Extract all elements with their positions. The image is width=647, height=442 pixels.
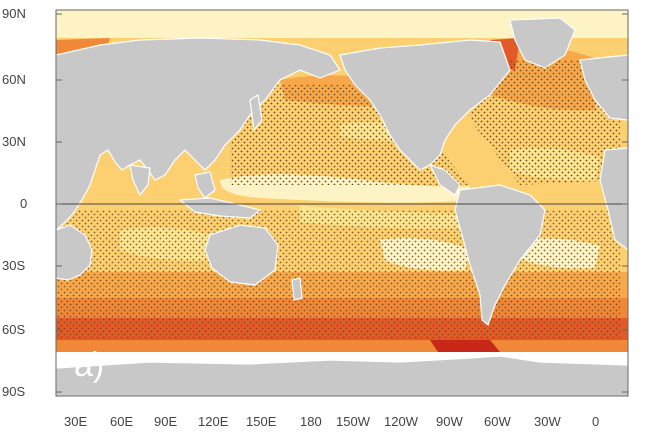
lon-label-150e: 150E — [246, 414, 277, 429]
lon-label-90e: 90E — [154, 414, 178, 429]
indochina-land — [194, 171, 216, 199]
landmasses — [56, 17, 628, 396]
lat-label-60s: 60S — [2, 322, 26, 337]
south-africa-land — [56, 224, 93, 281]
lon-label-180: 180 — [300, 414, 322, 429]
lon-label-150w: 150W — [336, 414, 370, 429]
lon-label-0: 0 — [592, 414, 600, 429]
west-africa-land — [599, 147, 628, 251]
australia-land — [204, 224, 279, 286]
japan-land — [249, 94, 263, 132]
lon-label-60w: 60W — [484, 414, 511, 429]
indonesia-land — [178, 197, 262, 219]
lon-label-30e: 30E — [64, 414, 88, 429]
lat-label-60n: 60N — [2, 72, 26, 87]
greenland-land — [509, 17, 576, 69]
lat-label-90n: 90N — [2, 6, 26, 21]
lat-label-30n: 30N — [2, 134, 26, 149]
lat-label-30s: 30S — [2, 258, 26, 273]
tick-marks — [56, 13, 628, 393]
stipple-north-atlantic — [470, 60, 620, 185]
india-land — [129, 164, 151, 197]
south-america-land — [454, 184, 546, 327]
new-zealand-land — [291, 277, 303, 301]
central-america-land — [428, 163, 461, 196]
lon-label-120e: 120E — [198, 414, 229, 429]
lon-label-90w: 90W — [436, 414, 463, 429]
antarctica-land — [56, 355, 628, 396]
europe-land — [579, 54, 628, 121]
eurasia-africa-land — [56, 37, 341, 231]
map-frame — [55, 9, 629, 397]
north-america-land — [339, 39, 511, 171]
lat-label-0: 0 — [20, 196, 28, 211]
lon-label-120w: 120W — [384, 414, 418, 429]
lon-label-30w: 30W — [534, 414, 561, 429]
lat-label-90s: 90S — [2, 384, 26, 399]
arctic-pale — [56, 10, 628, 38]
panel-label: a) — [74, 346, 105, 384]
lon-label-60e: 60E — [110, 414, 134, 429]
